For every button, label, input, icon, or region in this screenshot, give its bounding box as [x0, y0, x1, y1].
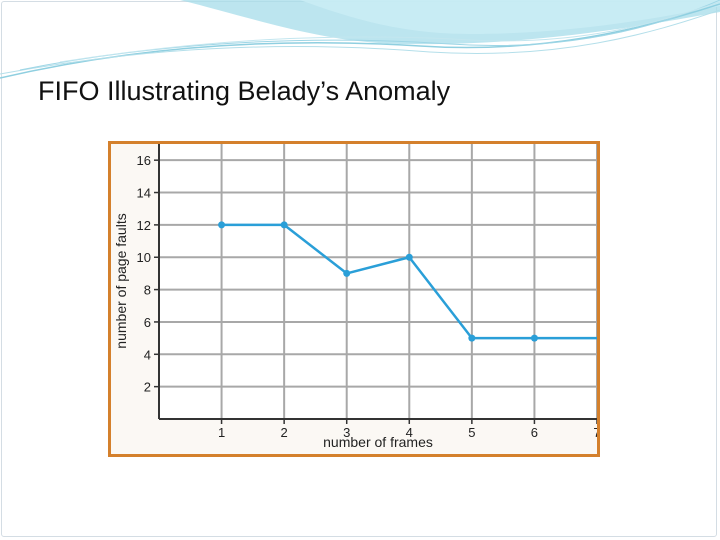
header-swoosh-line — [0, 9, 720, 75]
line-chart: 1234567246810121416 number of frames num… — [113, 144, 597, 450]
data-point-marker — [530, 334, 538, 342]
header-swoosh-decoration — [0, 0, 720, 79]
plot-area — [159, 144, 597, 419]
x-tick-label: 7 — [593, 425, 597, 440]
marker-layer — [218, 221, 538, 342]
x-tick-label: 3 — [343, 425, 350, 440]
y-tick-label: 16 — [137, 153, 151, 168]
x-tick-label: 1 — [218, 425, 225, 440]
header-swoosh-band — [300, 0, 720, 34]
header-swoosh-line — [59, 1, 720, 63]
y-tick-label: 8 — [144, 283, 151, 298]
x-tick-label: 2 — [281, 425, 288, 440]
y-tick-label: 4 — [144, 347, 151, 362]
data-point-marker — [218, 221, 226, 229]
tick-label-layer: 1234567246810121416 — [137, 153, 597, 440]
data-point-marker — [405, 253, 413, 261]
y-tick-label: 14 — [137, 186, 151, 201]
x-tick-label: 4 — [406, 425, 413, 440]
data-point-marker — [468, 334, 476, 342]
data-point-marker — [280, 221, 288, 229]
y-axis-label: number of page faults — [113, 213, 129, 348]
x-axis-label: number of frames — [323, 434, 433, 450]
data-point-marker — [343, 269, 351, 277]
x-tick-label: 5 — [468, 425, 475, 440]
x-tick-label: 6 — [531, 425, 538, 440]
y-tick-label: 2 — [144, 380, 151, 395]
slide-title: FIFO Illustrating Belady’s Anomaly — [38, 76, 451, 106]
y-tick-label: 12 — [137, 218, 151, 233]
grid-layer — [159, 144, 597, 419]
chart-frame: 1234567246810121416 number of frames num… — [108, 141, 600, 457]
y-tick-label: 6 — [144, 315, 151, 330]
axes-layer — [154, 144, 597, 424]
y-tick-label: 10 — [137, 250, 151, 265]
